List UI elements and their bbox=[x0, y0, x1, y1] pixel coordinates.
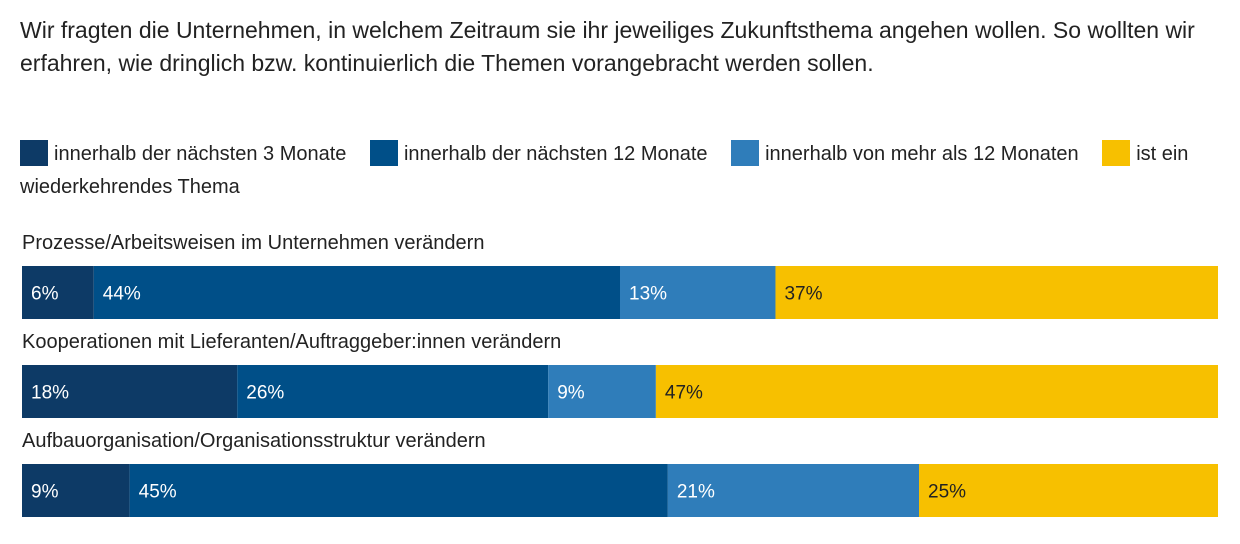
row-label-2: Aufbauorganisation/Organisationsstruktur… bbox=[22, 430, 486, 452]
legend-item-12-monate: innerhalb der nächsten 12 Monate bbox=[369, 140, 708, 166]
bar-segment-0-2 bbox=[620, 266, 776, 319]
bar-segment-1-1 bbox=[237, 365, 549, 418]
bar-segment-1-2 bbox=[548, 365, 656, 418]
legend-swatch-mehr-als-12 bbox=[731, 140, 760, 166]
data-label-2-1: 45% bbox=[139, 482, 177, 503]
bar-segment-0-0 bbox=[22, 266, 94, 319]
bar-segment-1-0 bbox=[22, 365, 238, 418]
data-label-2-0: 9% bbox=[31, 482, 59, 503]
legend-item-mehr-als-12: innerhalb von mehr als 12 Monaten bbox=[731, 140, 1079, 166]
chart-title: Wir fragten die Unternehmen, in welchem … bbox=[20, 17, 1195, 76]
data-label-1-1: 26% bbox=[246, 383, 284, 404]
data-label-0-3: 37% bbox=[784, 284, 822, 305]
bar-segment-0-3 bbox=[775, 266, 1218, 319]
bar-segment-2-0 bbox=[22, 464, 130, 517]
legend-swatch-3-monate bbox=[20, 140, 48, 166]
legend-label-mehr-als-12: innerhalb von mehr als 12 Monaten bbox=[765, 143, 1079, 165]
data-label-1-0: 18% bbox=[31, 383, 69, 404]
legend-item-wiederkehrend: ist ein wiederkehrendes Thema bbox=[20, 140, 1189, 198]
bar-segment-2-1 bbox=[129, 464, 668, 517]
data-label-1-3: 47% bbox=[665, 383, 703, 404]
bar-segment-0-1 bbox=[93, 266, 620, 319]
data-label-0-1: 44% bbox=[103, 284, 141, 305]
legend-label-12-monate: innerhalb der nächsten 12 Monate bbox=[403, 143, 708, 165]
data-label-2-3: 25% bbox=[928, 482, 966, 503]
data-label-0-0: 6% bbox=[31, 284, 59, 305]
row-label-0: Prozesse/Arbeitsweisen im Unternehmen ve… bbox=[22, 232, 484, 254]
bar-segment-1-3 bbox=[655, 365, 1218, 418]
data-label-1-2: 9% bbox=[557, 383, 585, 404]
bar-segment-2-3 bbox=[919, 464, 1218, 517]
bar-segment-2-2 bbox=[667, 464, 919, 517]
data-label-2-2: 21% bbox=[677, 482, 715, 503]
legend-item-3-monate: innerhalb der nächsten 3 Monate bbox=[20, 140, 347, 166]
data-label-0-2: 13% bbox=[629, 284, 667, 305]
legend-swatch-12-monate bbox=[369, 140, 398, 166]
legend-label-wiederkehrend: ist ein wiederkehrendes Thema bbox=[20, 143, 1189, 198]
legend-label-3-monate: innerhalb der nächsten 3 Monate bbox=[54, 143, 347, 165]
legend-swatch-wiederkehrend bbox=[1102, 140, 1131, 166]
legend: innerhalb der nächsten 3 Monate innerhal… bbox=[20, 138, 1200, 204]
row-label-1: Kooperationen mit Lieferanten/Auftraggeb… bbox=[22, 331, 561, 353]
